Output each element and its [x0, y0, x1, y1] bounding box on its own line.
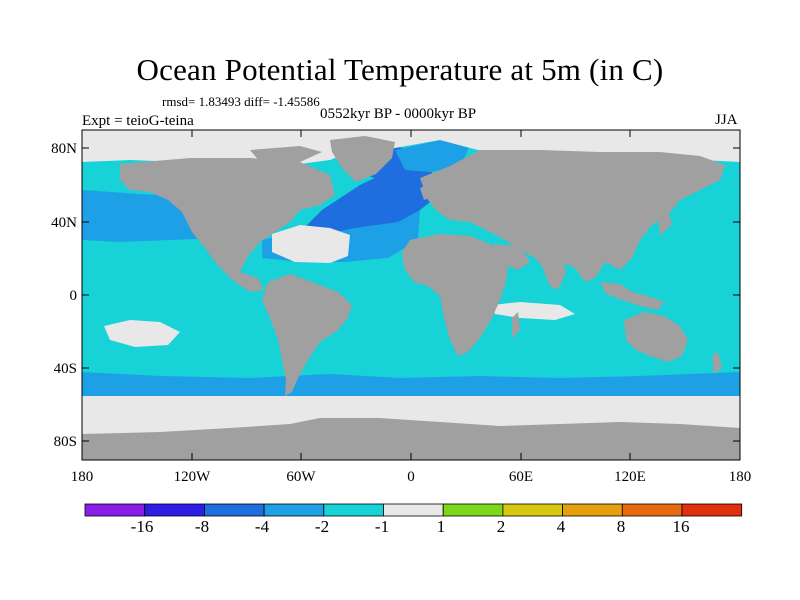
lat-label-0: 0: [70, 288, 78, 304]
land-south-america: [262, 274, 352, 396]
colorbar-swatch: [84, 503, 146, 517]
colorbar-label: 4: [557, 517, 566, 536]
colorbar-label: 2: [497, 517, 506, 536]
lon-label-180e: 180: [729, 469, 752, 485]
land-scandinavia: [446, 158, 478, 186]
colorbar-label: -2: [315, 517, 329, 536]
southern-ocean-cool-band: [82, 372, 740, 396]
rmsd-diff-stats: rmsd= 1.83493 diff= -1.45586: [162, 94, 320, 109]
lon-label-60e: 60E: [509, 469, 533, 485]
lat-label-80s: 80S: [54, 434, 77, 450]
north-atlantic-strong-cool-region: [300, 168, 445, 234]
land-india: [540, 258, 566, 290]
land-maritime-southeast-asia: [600, 282, 664, 310]
land-eurasia: [420, 150, 725, 282]
colorbar-label: -1: [375, 517, 389, 536]
land-japan: [658, 210, 672, 236]
land-greenland: [330, 136, 395, 182]
colorbar-swatch: [502, 503, 563, 517]
latitude-ticks: [82, 147, 740, 442]
experiment-label: Expt = teioG-teina: [82, 113, 194, 129]
land-british-isles: [420, 184, 434, 200]
map-title: Ocean Potential Temperature at 5m (in C): [136, 52, 664, 87]
land-north-america: [120, 158, 335, 292]
lat-label-40n: 40N: [51, 215, 77, 231]
lon-label-60w: 60W: [286, 469, 316, 485]
colorbar-swatch: [621, 503, 683, 517]
subtropical-atlantic-near-zero: [272, 225, 350, 263]
colorbar-label: 16: [673, 517, 690, 536]
colorbar-swatch: [323, 503, 384, 517]
land-australia: [624, 312, 688, 362]
colorbar-label: 8: [617, 517, 626, 536]
period-label: 0552kyr BP - 0000kyr BP: [320, 106, 477, 122]
colorbar-swatch: [203, 503, 265, 517]
land-new-zealand: [712, 352, 722, 374]
colorbar-swatch: [562, 503, 623, 517]
land-arabia: [492, 244, 530, 270]
lat-label-80n: 80N: [51, 141, 77, 157]
colorbar-label: -8: [195, 517, 209, 536]
south-indian-near-zero: [492, 302, 575, 320]
colorbar: [84, 503, 743, 517]
colorbar-label: 1: [437, 517, 446, 536]
colorbar-swatch: [442, 503, 504, 517]
lon-label-120e: 120E: [614, 469, 646, 485]
lon-label-120w: 120W: [174, 469, 212, 485]
colorbar-swatch: [681, 503, 743, 517]
land-arctic-islands: [250, 146, 322, 162]
map-field: [82, 130, 740, 460]
colorbar-labels: -16 -8 -4 -2 -1 1 2 4 8 16: [131, 517, 690, 536]
land-antarctica: [82, 418, 740, 460]
colorbar-swatch: [383, 503, 444, 517]
colorbar-swatch: [263, 503, 325, 517]
season-label: JJA: [715, 112, 738, 128]
south-pacific-near-zero: [104, 320, 180, 347]
lon-label-180w: 180: [71, 469, 94, 485]
lon-label-0: 0: [407, 469, 415, 485]
colorbar-swatch: [144, 503, 205, 517]
colorbar-label: -16: [131, 517, 154, 536]
greenland-sea-cool-region: [395, 140, 470, 172]
colorbar-label: -4: [255, 517, 270, 536]
lat-label-40s: 40S: [54, 361, 77, 377]
land-africa: [402, 234, 508, 356]
land-madagascar: [512, 312, 520, 338]
longitude-ticks: [81, 130, 631, 460]
